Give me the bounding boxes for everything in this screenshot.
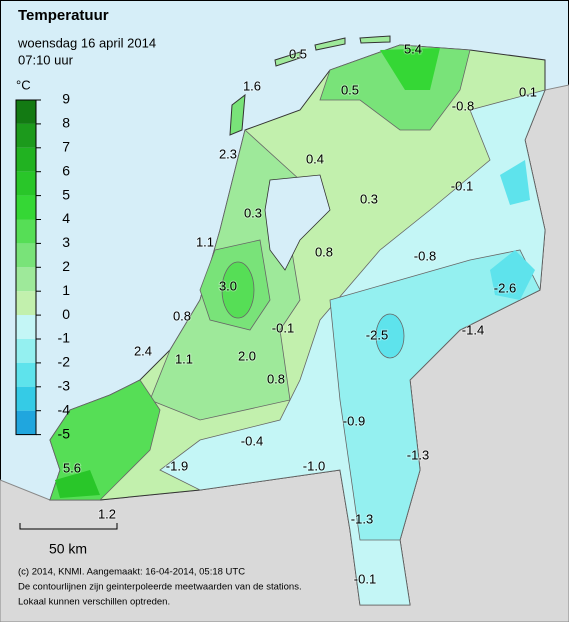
station-value: 0.8 — [315, 244, 333, 259]
title: Temperatuur — [18, 7, 109, 24]
island — [274, 35, 391, 67]
legend-swatch — [16, 339, 36, 363]
cold-core — [375, 313, 405, 359]
legend-swatch — [16, 362, 36, 387]
legend-tick-label: 4 — [62, 210, 70, 226]
time: 07:10 uur — [18, 52, 74, 67]
station-value: -0.1 — [354, 571, 376, 586]
legend-swatch — [16, 267, 36, 292]
warm-zeeland-core — [55, 470, 100, 498]
station-value: -0.4 — [241, 433, 263, 448]
legend-swatch — [16, 171, 36, 196]
legend-swatch — [16, 386, 36, 411]
legend-swatch — [16, 195, 36, 220]
legend-tick-label: -4 — [58, 401, 71, 417]
station-value: -0.8 — [452, 98, 474, 113]
station-value: 0.8 — [173, 308, 191, 323]
lake — [264, 174, 331, 271]
station-value: -0.1 — [272, 320, 294, 335]
legend-swatch — [16, 219, 36, 244]
date: woensdag 16 april 2014 — [17, 35, 156, 50]
station-value: 5.6 — [63, 460, 81, 475]
station-value: 1.2 — [98, 506, 116, 521]
legend-tick-label: -2 — [58, 354, 71, 370]
station-value: -1.9 — [166, 458, 188, 473]
station-value: 0.3 — [244, 205, 262, 220]
legend-tick-label: -1 — [58, 330, 71, 346]
scale-label: 50 km — [49, 541, 87, 557]
station-value: 1.6 — [243, 78, 261, 93]
legend-tick-label: 0 — [62, 306, 70, 322]
station-value: 2.4 — [134, 343, 152, 358]
legend-tick-label: 1 — [62, 282, 70, 298]
station-value: 0.4 — [306, 151, 324, 166]
legend-swatch — [16, 410, 36, 435]
station-value: -2.5 — [366, 327, 388, 342]
station-value: 0.8 — [267, 371, 285, 386]
station-value: -1.3 — [351, 511, 373, 526]
cold-zone-3 — [490, 160, 535, 300]
legend: 9 8 7 6 5 4 3 2 1 0 -1 -2 -3 -4 -5 — [15, 91, 71, 441]
station-value: -1.3 — [407, 447, 429, 462]
station-value: 5.4 — [404, 41, 422, 56]
station-value: -0.8 — [414, 248, 436, 263]
station-value: -0.9 — [343, 413, 365, 428]
footer: Lokaal kunnen verschillen optreden. — [18, 597, 170, 608]
legend-swatch — [16, 123, 36, 148]
scale-bar — [19, 523, 118, 530]
station-value: 1.1 — [175, 351, 193, 366]
legend-swatch — [16, 315, 36, 339]
legend-tick-label: 5 — [62, 186, 70, 202]
station-value: 0.3 — [360, 191, 378, 206]
legend-unit: °C — [16, 77, 31, 92]
legend-tick-label: -5 — [58, 425, 71, 441]
station-value: 0.1 — [519, 84, 537, 99]
station-value: 2.3 — [219, 146, 237, 161]
legend-tick-label: 2 — [62, 258, 70, 274]
station-value: 0.5 — [341, 82, 359, 97]
station-value: 3.0 — [219, 278, 237, 293]
island — [229, 93, 246, 136]
legend-tick-label: 7 — [62, 139, 70, 155]
legend-swatch — [16, 291, 36, 316]
station-value: -2.6 — [494, 280, 516, 295]
warm-zeeland — [49, 379, 161, 501]
legend-tick-label: 3 — [62, 234, 70, 250]
station-value: -1.4 — [462, 322, 484, 337]
legend-tick-label: 6 — [62, 162, 70, 178]
station-value: -1.0 — [303, 458, 325, 473]
legend-swatch — [16, 147, 36, 172]
footer: De contourlijnen zijn geinterpoleerde me… — [18, 582, 302, 593]
station-value: -0.1 — [451, 178, 473, 193]
legend-swatch — [16, 243, 36, 268]
footer: (c) 2014, KNMI. Aangemaakt: 16-04-2014, … — [18, 567, 245, 578]
station-value: 1.1 — [196, 234, 214, 249]
station-value: 0.5 — [289, 46, 307, 61]
station-value: 2.0 — [238, 348, 256, 363]
legend-swatch — [16, 100, 36, 124]
warm-north-core — [380, 48, 440, 90]
legend-tick-label: 9 — [62, 91, 70, 107]
stations: 0.5 5.4 1.6 0.5 -0.8 0.1 2.3 0.4 -0.1 0.3 0.3 1.1 0.… — [62, 40, 538, 587]
legend-tick-label: -3 — [58, 378, 71, 394]
legend-tick-label: 8 — [62, 115, 70, 131]
warm-core — [221, 261, 255, 319]
